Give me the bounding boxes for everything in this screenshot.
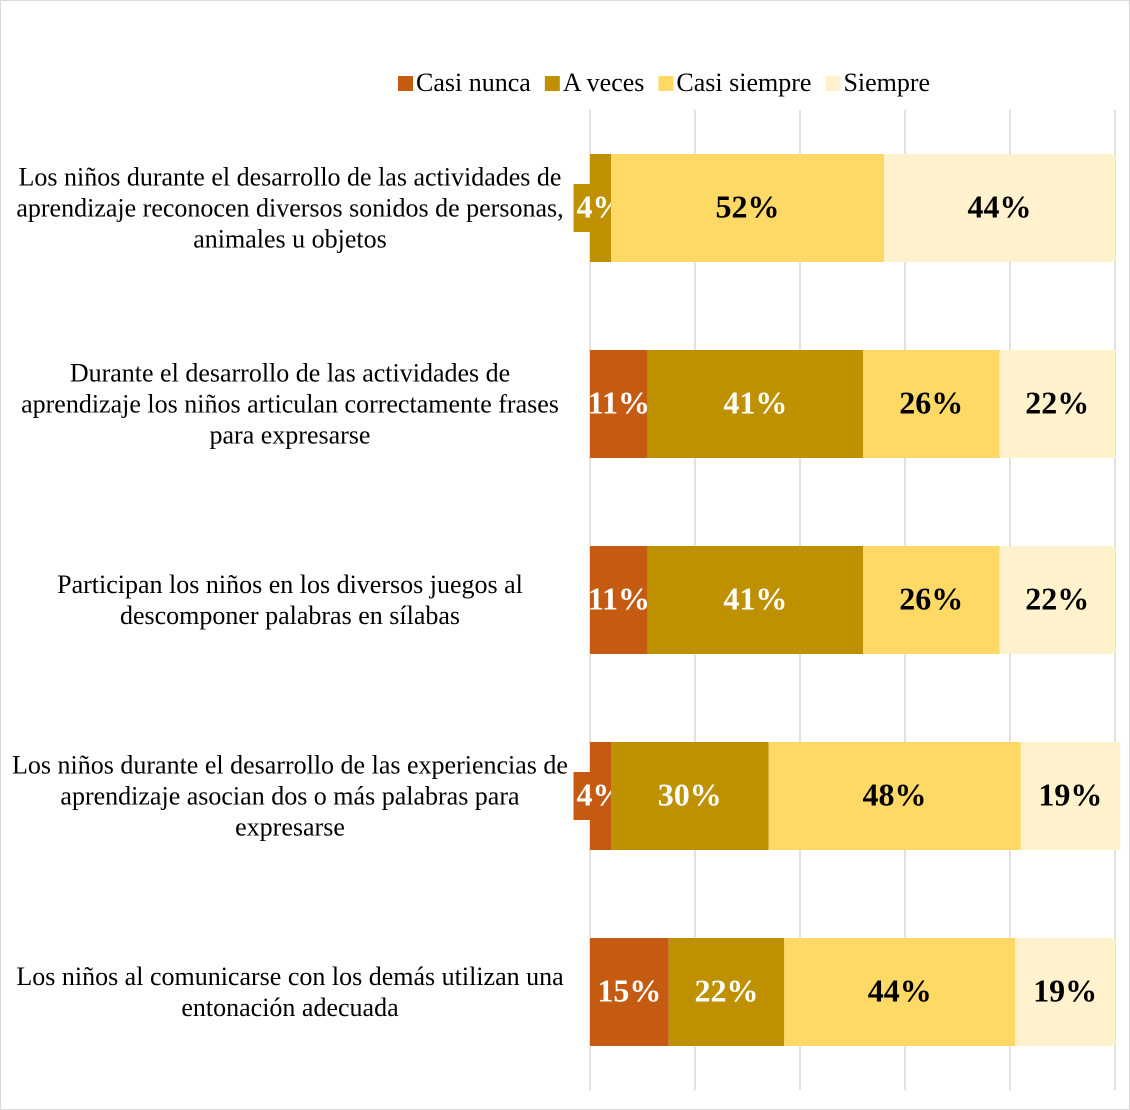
bar-segment (611, 742, 769, 850)
data-label: 44% (868, 972, 932, 1008)
bar-segment (590, 546, 648, 654)
data-label: 44% (968, 188, 1032, 224)
data-label: 15% (597, 972, 661, 1008)
legend-label: Siempre (843, 68, 930, 97)
data-label: 52% (716, 188, 780, 224)
data-label: 48% (863, 776, 927, 812)
bar-segment (884, 154, 1115, 262)
data-label: 19% (1038, 776, 1102, 812)
bar-segment (1015, 938, 1115, 1046)
bar-segment (999, 546, 1115, 654)
category-label: Los niños al comunicarse con los demás u… (16, 962, 564, 1022)
bar-segment (768, 742, 1021, 850)
bar-segment (647, 546, 863, 654)
data-label: 19% (1033, 972, 1097, 1008)
data-label: 41% (723, 384, 787, 420)
legend-swatch (658, 76, 674, 91)
bar-segment (590, 938, 669, 1046)
data-label: 11% (588, 580, 650, 616)
legend-swatch (825, 76, 841, 91)
bar-segment (1020, 742, 1121, 850)
legend-label: Casi siempre (676, 68, 811, 97)
bar-segment (863, 546, 1000, 654)
legend-label: Casi nunca (416, 68, 531, 97)
data-label: 41% (723, 580, 787, 616)
legend-swatch (398, 76, 413, 91)
bar-segment (784, 938, 1016, 1046)
category-label: Los niños durante el desarrollo de las e… (12, 750, 568, 842)
bar-segment (590, 350, 648, 458)
data-label: 22% (1025, 384, 1089, 420)
data-label: 22% (1025, 580, 1089, 616)
legend-swatch (544, 76, 560, 91)
data-label: 26% (899, 580, 963, 616)
category-label: Los niños durante el desarrollo de las a… (16, 162, 564, 254)
legend-label: A veces (563, 68, 645, 97)
data-label: 11% (588, 384, 650, 420)
data-label: 26% (899, 384, 963, 420)
bar-segment (668, 938, 785, 1046)
bar-segment (647, 350, 863, 458)
category-label: Durante el desarrollo de las actividades… (21, 358, 559, 450)
data-label: 30% (658, 776, 722, 812)
bar-segment (863, 350, 1000, 458)
category-label: Participan los niños en los diversos jue… (57, 570, 523, 630)
bar-segment (611, 154, 884, 262)
bar-segment (999, 350, 1115, 458)
data-label: 22% (695, 972, 759, 1008)
